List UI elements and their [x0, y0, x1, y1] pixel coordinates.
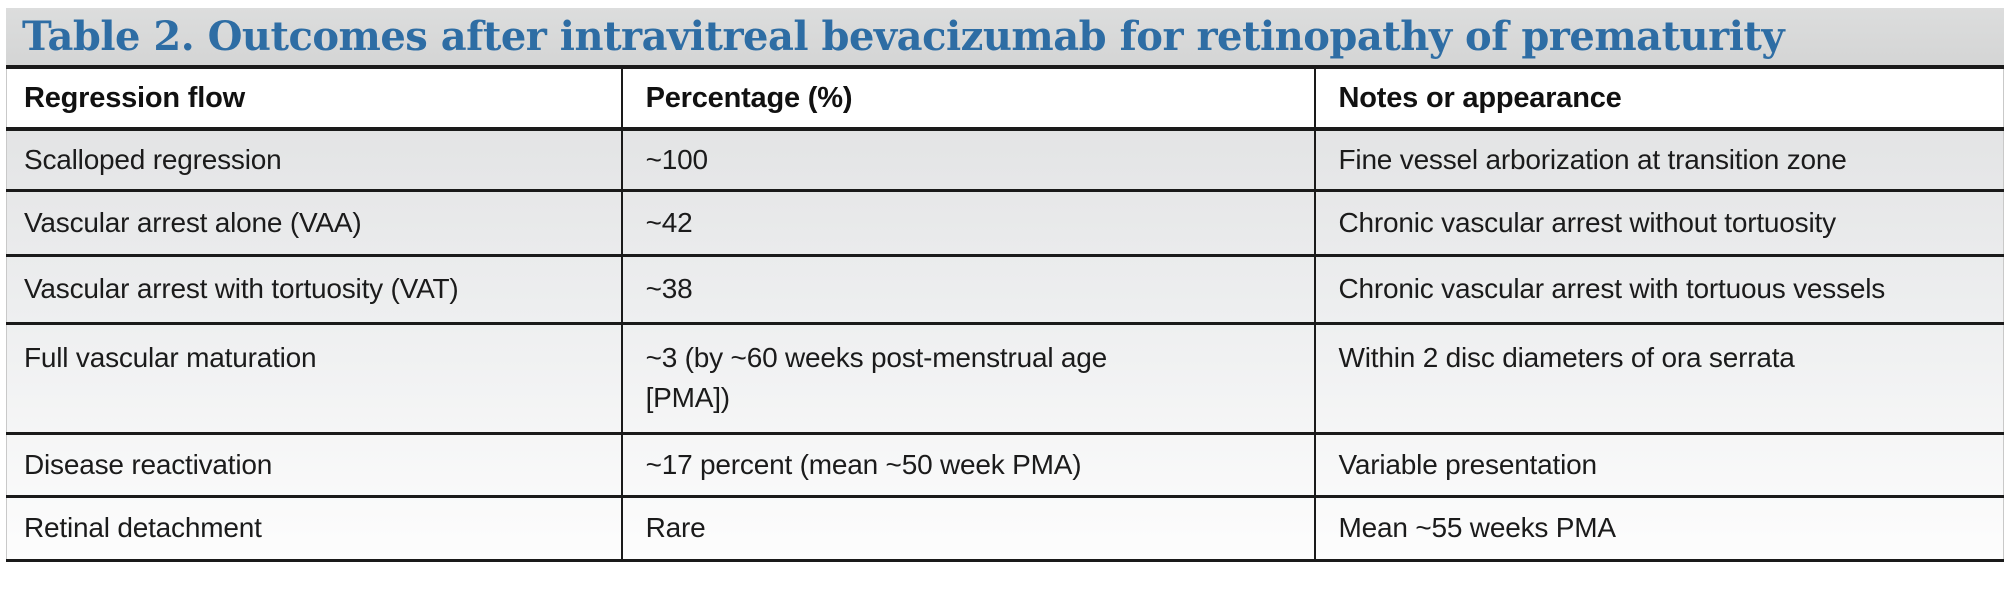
cell-notes: Chronic vascular arrest without tortuosi… [1313, 190, 2004, 255]
table-body: Scalloped regression ~100 Fine vessel ar… [6, 129, 2004, 560]
table-row: Vascular arrest alone (VAA) ~42 Chronic … [6, 190, 2004, 255]
header-percentage: Percentage (%) [620, 69, 1315, 131]
cell-notes: Variable presentation [1313, 433, 2004, 496]
cell-regression: Scalloped regression [24, 143, 282, 175]
table-row: Disease reactivation ~17 percent (mean ~… [6, 433, 2004, 496]
cell-percentage: ~42 [620, 190, 1315, 255]
table-row: Retinal detachment Rare Mean ~55 weeks P… [6, 496, 2004, 560]
cell-regression: Vascular arrest alone (VAA) [24, 206, 362, 238]
cell-regression: Full vascular maturation [24, 341, 317, 373]
header-regression-flow: Regression flow [6, 69, 622, 131]
table-title: Table 2. Outcomes after intravitreal bev… [22, 13, 1785, 60]
cell-percentage: ~17 percent (mean ~50 week PMA) [620, 433, 1315, 496]
header-notes: Notes or appearance [1313, 69, 2004, 131]
cell-notes: Within 2 disc diameters of ora serrata [1313, 323, 2004, 433]
cell-percentage: Rare [620, 496, 1315, 560]
cell-percentage: ~100 [620, 129, 1315, 190]
table-card: Table 2. Outcomes after intravitreal bev… [6, 8, 2004, 562]
cell-notes: Chronic vascular arrest with tortuous ve… [1313, 255, 2004, 323]
table-header: Regression flow Percentage (%) Notes or … [6, 69, 2004, 131]
cell-notes: Fine vessel arborization at transition z… [1313, 129, 2004, 190]
cell-regression: Vascular arrest with tortuosity (VAT) [24, 273, 459, 304]
cell-regression: Retinal detachment [24, 512, 262, 543]
cell-percentage: ~38 [620, 255, 1315, 323]
table-row: Scalloped regression ~100 Fine vessel ar… [7, 129, 2004, 190]
header-row: Regression flow Percentage (%) Notes or … [6, 69, 2004, 131]
cell-notes: Mean ~55 weeks PMA [1313, 496, 2004, 560]
cell-percentage: ~3 (by ~60 weeks post-menstrual age [PMA… [620, 323, 1315, 433]
outcomes-table: Regression flow Percentage (%) Notes or … [6, 69, 2004, 562]
table-title-bar: Table 2. Outcomes after intravitreal bev… [6, 8, 2004, 69]
table-row: Full vascular maturation ~3 (by ~60 week… [6, 323, 2004, 433]
table-row: Vascular arrest with tortuosity (VAT) ~3… [6, 255, 2004, 323]
cell-regression: Disease reactivation [24, 448, 273, 480]
